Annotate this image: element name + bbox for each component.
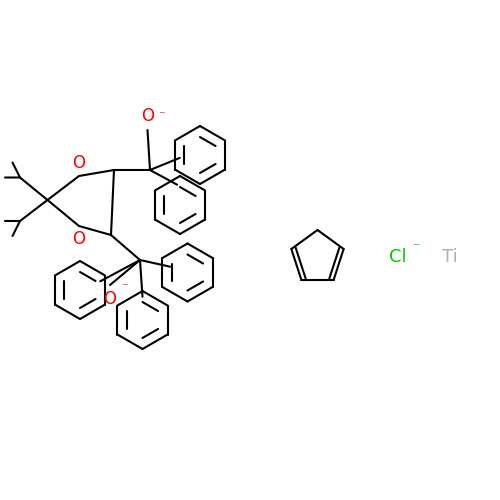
Text: O: O [72, 154, 86, 172]
Text: O: O [141, 107, 154, 125]
Text: Ti: Ti [442, 248, 458, 266]
Text: O: O [104, 290, 117, 308]
Text: Cl: Cl [388, 248, 406, 266]
Text: O: O [72, 230, 86, 248]
Text: ⁻: ⁻ [412, 242, 420, 256]
Text: ⁻: ⁻ [121, 281, 128, 294]
Text: ⁻: ⁻ [158, 110, 165, 122]
